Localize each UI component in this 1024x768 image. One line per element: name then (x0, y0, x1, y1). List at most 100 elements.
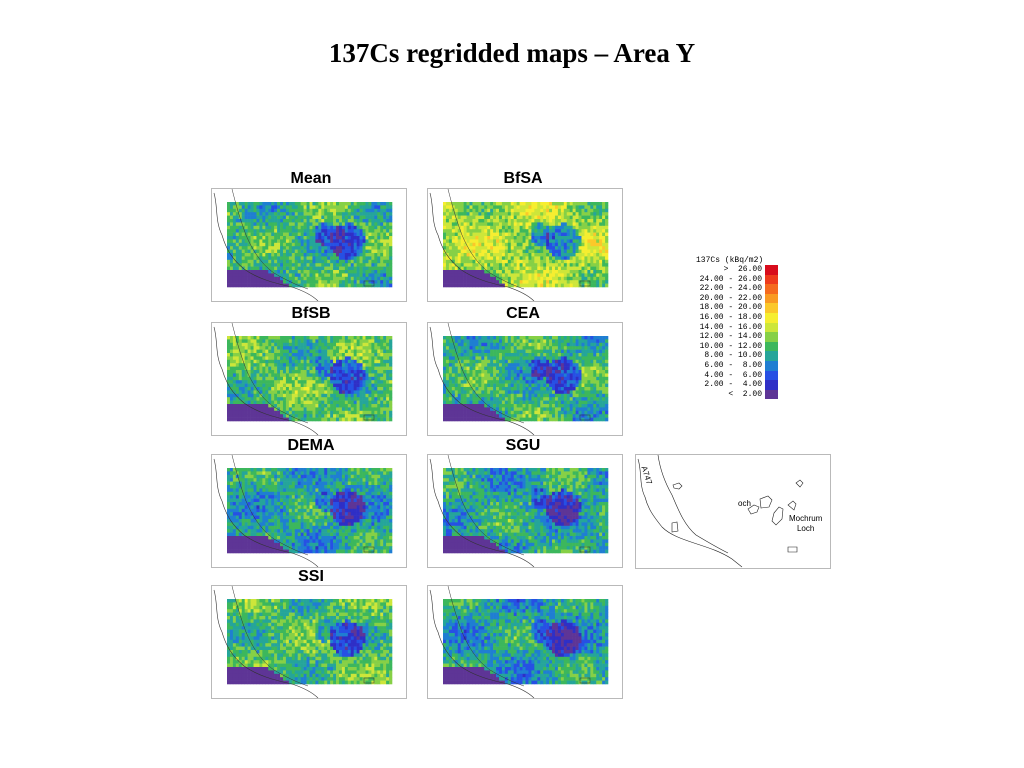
heatmap-cell (543, 256, 547, 261)
heatmap-cell (575, 239, 579, 244)
heatmap-cell (291, 342, 296, 347)
heatmap-cell (386, 280, 390, 284)
heatmap-cell (602, 246, 606, 250)
heatmap-cell (291, 417, 296, 422)
heatmap-cell (531, 253, 535, 257)
heatmap-cell (271, 390, 275, 395)
heatmap-cell (599, 336, 603, 340)
heatmap-cell (303, 246, 307, 250)
heatmap-cell (235, 336, 240, 340)
heatmap-cell (336, 353, 340, 357)
heatmap-cell (333, 283, 337, 288)
heatmap-cell (336, 400, 340, 405)
heatmap-cell (291, 397, 296, 401)
heatmap-cell (590, 349, 594, 354)
heatmap-cell (315, 222, 319, 227)
heatmap-cell (513, 370, 517, 374)
heatmap-cell (469, 353, 473, 357)
heatmap-cell (265, 390, 269, 395)
heatmap-cell (374, 400, 378, 405)
heatmap-cell (478, 380, 482, 384)
heatmap-cell (327, 400, 331, 405)
heatmap-cell (481, 342, 485, 347)
heatmap-cell (241, 202, 245, 206)
heatmap-cell (288, 383, 293, 388)
heatmap-cell (365, 390, 369, 395)
heatmap-cell (297, 336, 301, 340)
heatmap-cell (362, 353, 366, 357)
heatmap-cell (280, 208, 284, 213)
heatmap-cell (333, 225, 337, 230)
heatmap-cell (247, 263, 251, 267)
heatmap-cell (362, 219, 366, 223)
heatmap-cell (262, 356, 266, 361)
heatmap-cell (572, 232, 576, 237)
heatmap-cell (602, 266, 606, 271)
heatmap-cell (581, 270, 585, 274)
heatmap-cell (327, 393, 331, 398)
heatmap-cell (277, 222, 281, 227)
heatmap-cell (259, 266, 263, 271)
heatmap-cell (371, 205, 375, 210)
heatmap-cell (522, 202, 526, 206)
heatmap-cell (250, 270, 254, 274)
heatmap-cell (534, 202, 538, 206)
heatmap-cell (481, 256, 485, 261)
heatmap-cell (238, 400, 243, 405)
heatmap-cell (543, 366, 547, 371)
heatmap-cell (321, 380, 325, 384)
heatmap-cell (472, 339, 476, 344)
heatmap-cell (256, 404, 260, 408)
heatmap-cell (460, 349, 464, 354)
heatmap-cell (235, 346, 240, 350)
heatmap-cell (297, 373, 301, 378)
heatmap-cell (336, 380, 340, 384)
heatmap-cell (350, 380, 354, 384)
heatmap-cell (277, 208, 281, 213)
heatmap-cell (487, 342, 491, 347)
heatmap-cell (229, 259, 234, 264)
heatmap-cell (460, 202, 464, 206)
heatmap-cell (380, 263, 384, 267)
heatmap-cell (386, 414, 390, 418)
heatmap-cell (496, 280, 500, 284)
heatmap-cell (253, 363, 257, 367)
heatmap-cell (341, 280, 346, 284)
heatmap-cell (303, 414, 307, 418)
heatmap-cell (344, 417, 349, 422)
heatmap-cell (353, 366, 357, 371)
heatmap-cell (516, 366, 520, 371)
heatmap-cell (460, 263, 464, 267)
heatmap-cell (341, 242, 346, 247)
heatmap-cell (312, 212, 316, 216)
heatmap-cell (519, 263, 523, 267)
heatmap-cell (451, 342, 456, 347)
heatmap-cell (250, 232, 254, 237)
heatmap-cell (463, 259, 467, 264)
heatmap-cell (554, 215, 559, 220)
heatmap-cell (338, 259, 343, 264)
heatmap-cell (336, 410, 340, 415)
heatmap-cell (475, 246, 479, 250)
heatmap-cell (484, 346, 488, 350)
heatmap-cell (359, 346, 363, 350)
heatmap-cell (274, 370, 278, 374)
heatmap-cell (297, 239, 301, 244)
heatmap-cell (472, 246, 476, 250)
heatmap-cell (460, 246, 464, 250)
heatmap-cell (443, 253, 447, 257)
heatmap-cell (528, 222, 532, 227)
heatmap-cell (250, 249, 254, 254)
heatmap-cell (282, 383, 287, 388)
heatmap-cell (291, 400, 296, 405)
heatmap-cell (448, 283, 453, 288)
heatmap-cell (569, 239, 573, 244)
heatmap-cell (501, 276, 506, 281)
heatmap-cell (537, 276, 541, 281)
heatmap-cell (238, 253, 243, 257)
heatmap-cell (274, 219, 278, 223)
heatmap-cell (380, 397, 384, 401)
heatmap-cell (478, 253, 482, 257)
heatmap-cell (244, 215, 248, 220)
heatmap-cell (309, 249, 313, 254)
